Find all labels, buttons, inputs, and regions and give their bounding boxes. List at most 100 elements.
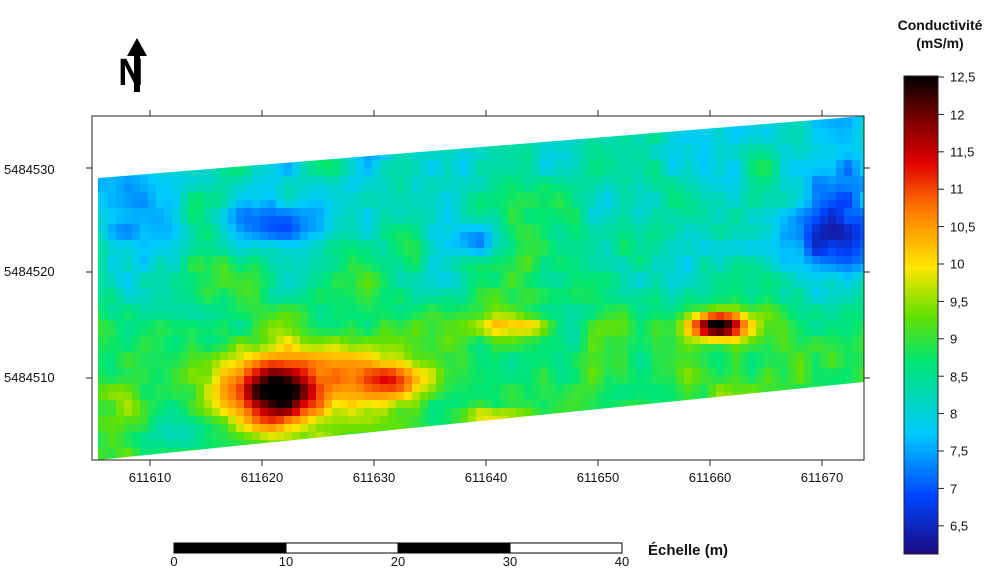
raster-cell	[396, 368, 404, 376]
raster-cell	[564, 152, 572, 160]
raster-cell	[500, 200, 508, 208]
raster-cell	[340, 312, 348, 320]
raster-cell	[476, 384, 484, 392]
raster-cell	[572, 368, 580, 376]
raster-cell	[828, 256, 836, 264]
raster-cell	[340, 256, 348, 264]
raster-cell	[476, 192, 484, 200]
raster-cell	[268, 320, 276, 328]
raster-cell	[708, 168, 716, 176]
raster-cell	[220, 288, 228, 296]
raster-cell	[596, 376, 604, 384]
raster-cell	[660, 328, 668, 336]
raster-cell	[444, 312, 452, 320]
raster-cell	[844, 144, 852, 152]
raster-cell	[196, 304, 204, 312]
raster-cell	[564, 224, 572, 232]
raster-cell	[388, 192, 396, 200]
raster-cell	[460, 168, 468, 176]
raster-cell	[116, 384, 124, 392]
raster-cell	[444, 416, 452, 424]
raster-cell	[100, 408, 108, 416]
raster-cell	[724, 200, 732, 208]
raster-cell	[196, 240, 204, 248]
raster-cell	[484, 248, 492, 256]
raster-cell	[572, 256, 580, 264]
raster-cell	[820, 120, 828, 128]
raster-cell	[716, 208, 724, 216]
raster-cell	[428, 296, 436, 304]
raster-cell	[98, 416, 100, 424]
raster-cell	[188, 224, 196, 232]
raster-cell	[532, 408, 540, 416]
raster-cell	[420, 312, 428, 320]
raster-cell	[300, 208, 308, 216]
raster-cell	[684, 136, 692, 144]
raster-cell	[852, 288, 860, 296]
raster-cell	[156, 352, 164, 360]
raster-cell	[708, 352, 716, 360]
raster-cell	[476, 344, 484, 352]
raster-cell	[772, 344, 780, 352]
raster-cell	[284, 360, 292, 368]
raster-cell	[356, 192, 364, 200]
raster-cell	[428, 168, 436, 176]
raster-cell	[300, 224, 308, 232]
raster-cell	[660, 320, 668, 328]
raster-cell	[708, 240, 716, 248]
raster-cell	[548, 168, 556, 176]
raster-cell	[332, 288, 340, 296]
raster-cell	[132, 232, 140, 240]
raster-cell	[620, 216, 628, 224]
raster-cell	[668, 224, 676, 232]
raster-cell	[340, 328, 348, 336]
raster-cell	[500, 368, 508, 376]
raster-cell	[684, 296, 692, 304]
raster-cell	[660, 168, 668, 176]
raster-cell	[756, 200, 764, 208]
raster-cell	[404, 392, 412, 400]
raster-cell	[468, 160, 476, 168]
raster-cell	[204, 360, 212, 368]
raster-cell	[852, 368, 860, 376]
raster-cell	[220, 248, 228, 256]
raster-cell	[452, 216, 460, 224]
raster-cell	[388, 216, 396, 224]
raster-cell	[788, 152, 796, 160]
raster-cell	[628, 360, 636, 368]
raster-cell	[156, 296, 164, 304]
raster-cell	[300, 256, 308, 264]
raster-cell	[252, 416, 260, 424]
raster-cell	[700, 160, 708, 168]
raster-cell	[628, 400, 636, 408]
raster-cell	[604, 384, 612, 392]
raster-cell	[548, 232, 556, 240]
raster-cell	[564, 136, 572, 144]
raster-cell	[724, 336, 732, 344]
raster-cell	[812, 360, 820, 368]
raster-cell	[692, 328, 700, 336]
raster-cell	[332, 192, 340, 200]
raster-cell	[340, 216, 348, 224]
raster-cell	[660, 296, 668, 304]
raster-cell	[612, 160, 620, 168]
raster-cell	[772, 224, 780, 232]
raster-cell	[460, 240, 468, 248]
raster-cell	[612, 152, 620, 160]
raster-cell	[140, 224, 148, 232]
raster-cell	[588, 344, 596, 352]
raster-cell	[164, 352, 172, 360]
raster-cell	[172, 432, 180, 440]
raster-cell	[124, 432, 132, 440]
raster-cell	[508, 328, 516, 336]
raster-cell	[668, 248, 676, 256]
raster-cell	[500, 280, 508, 288]
raster-cell	[428, 224, 436, 232]
scale-tick-label: 40	[614, 554, 630, 569]
raster-cell	[436, 152, 444, 160]
raster-cell	[180, 176, 188, 184]
raster-cell	[764, 200, 772, 208]
raster-cell	[356, 344, 364, 352]
raster-cell	[700, 208, 708, 216]
raster-cell	[356, 384, 364, 392]
